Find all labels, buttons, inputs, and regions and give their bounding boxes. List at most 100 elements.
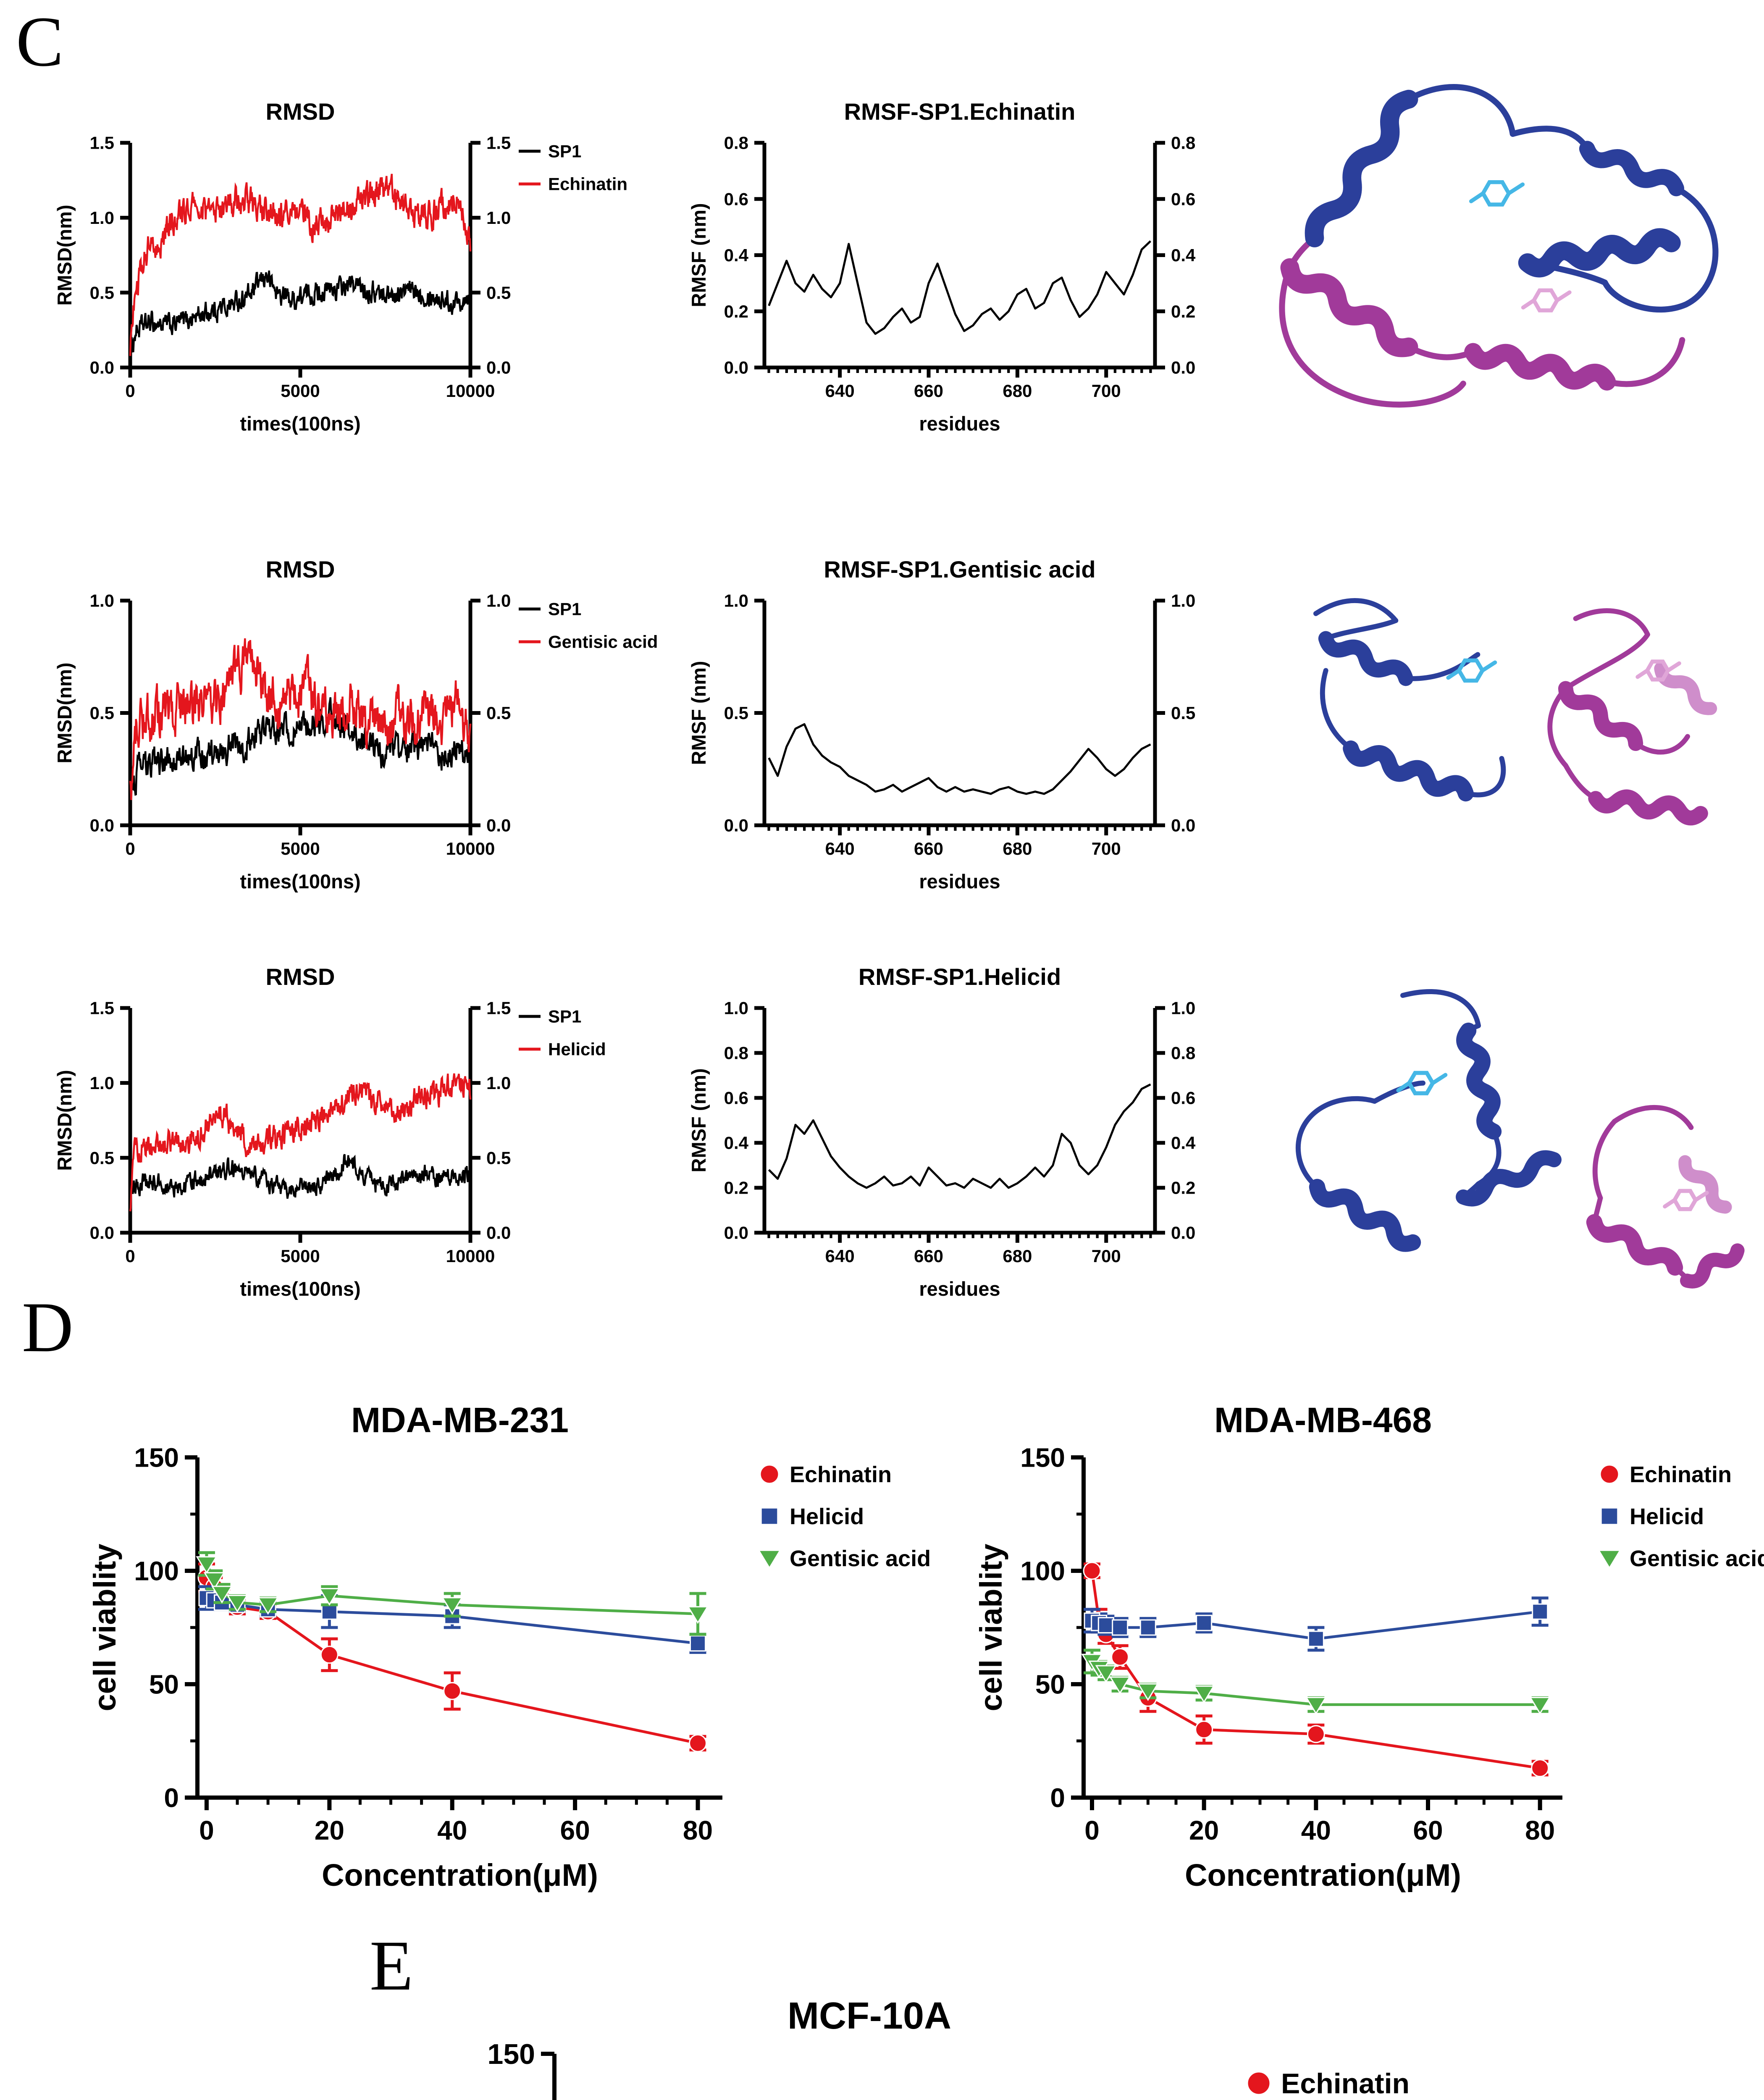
x-axis-label: Concentration(μM) xyxy=(1185,1858,1461,1893)
svg-text:100: 100 xyxy=(134,1556,179,1586)
rmsf-sp1-echinatin-chart: RMSF-SP1.Echinatin 0.0 0.0 0.2 0.2 0.4 0.4 0.6 0… xyxy=(672,80,1205,458)
svg-text:0.8: 0.8 xyxy=(1171,1043,1195,1063)
mda-mb-231-chart: MDA-MB-231 0 50 100 150 0 20 40 60 80 Concentratio… xyxy=(84,1386,958,1915)
legend: SP1 Echinatin xyxy=(519,142,627,194)
rmsd-sp1-gentisic-svg: RMSD 0.0 0.0 0.5 0.5 1.0 1.0 0 5000 10000 times(10… xyxy=(53,556,658,892)
svg-text:1.0: 1.0 xyxy=(1171,591,1195,611)
svg-text:60: 60 xyxy=(560,1815,590,1845)
chart-title: RMSD xyxy=(266,963,335,990)
svg-text:0.0: 0.0 xyxy=(1171,816,1195,835)
svg-text:1.0: 1.0 xyxy=(486,591,511,611)
svg-text:150: 150 xyxy=(1020,1442,1065,1473)
rmsd-sp1-echinatin-svg: RMSD 0.0 0.0 0.5 0.5 1.0 1.0 1.5 1.5 0 5000 10000 ti… xyxy=(53,98,627,435)
svg-text:Helicid: Helicid xyxy=(790,1504,864,1529)
svg-text:0.4: 0.4 xyxy=(724,245,749,265)
svg-text:0.0: 0.0 xyxy=(724,358,748,378)
svg-text:5000: 5000 xyxy=(281,839,320,858)
series-SP1 xyxy=(129,270,471,365)
svg-text:680: 680 xyxy=(1003,839,1032,858)
rmsf-sp1-gentisic-chart: RMSF-SP1.Gentisic acid 0.0 0.0 0.5 0.5 1.0 1.0… xyxy=(672,538,1205,916)
svg-text:680: 680 xyxy=(1003,1246,1032,1266)
svg-text:150: 150 xyxy=(488,2038,535,2070)
svg-text:80: 80 xyxy=(683,1815,713,1845)
y-axis-label: RMSF (nm) xyxy=(688,661,710,765)
svg-text:0.5: 0.5 xyxy=(486,1148,511,1168)
svg-text:10000: 10000 xyxy=(446,839,495,858)
svg-text:Echinatin: Echinatin xyxy=(548,174,627,194)
svg-text:0.0: 0.0 xyxy=(90,1223,114,1243)
svg-text:0.4: 0.4 xyxy=(1171,245,1196,265)
rmsd-sp1-echinatin-chart: RMSD 0.0 0.0 0.5 0.5 1.0 1.0 1.5 1.5 0 5000 10000 ti… xyxy=(46,80,659,458)
chart-title: RMSD xyxy=(266,556,335,583)
x-axis-label: times(100ns) xyxy=(240,412,360,435)
svg-text:1.0: 1.0 xyxy=(724,998,748,1018)
svg-text:Gentisic acid: Gentisic acid xyxy=(790,1546,931,1571)
svg-text:0.6: 0.6 xyxy=(1171,189,1195,209)
svg-text:0.5: 0.5 xyxy=(90,703,114,723)
rmsf-sp1-echinatin-svg: RMSF-SP1.Echinatin 0.0 0.0 0.2 0.2 0.4 0.4 0.6 0… xyxy=(688,98,1196,435)
mcf-10a-chart: MCF-10A0501001500.00.51.01.52.0log(conce… xyxy=(420,1974,1638,2100)
svg-text:50: 50 xyxy=(149,1669,179,1699)
chart-title: RMSD xyxy=(266,98,335,125)
series-SP1 xyxy=(129,697,472,803)
svg-text:0.0: 0.0 xyxy=(1171,1223,1195,1243)
legend: Echinatin Helicid Gentisic acid xyxy=(1598,1462,1764,1571)
series-RMSF xyxy=(768,1083,1151,1189)
svg-text:0.5: 0.5 xyxy=(486,703,511,723)
svg-text:640: 640 xyxy=(825,839,855,858)
svg-text:Echinatin: Echinatin xyxy=(790,1462,892,1487)
rmsf-sp1-helicid-chart: RMSF-SP1.Helicid 0.0 0.0 0.2 0.2 0.4 0.4 0.6 0.6… xyxy=(672,945,1205,1323)
svg-text:Echinatin: Echinatin xyxy=(1281,2068,1410,2100)
svg-text:50: 50 xyxy=(1035,1669,1065,1699)
chart-title: MDA-MB-468 xyxy=(1214,1400,1432,1440)
chart-title: MDA-MB-231 xyxy=(351,1400,569,1440)
x-axis-label: times(100ns) xyxy=(240,1278,360,1300)
svg-text:0.4: 0.4 xyxy=(724,1133,749,1153)
series-RMSF xyxy=(768,723,1151,795)
svg-text:0.2: 0.2 xyxy=(1171,1178,1195,1198)
svg-text:0.5: 0.5 xyxy=(1171,703,1195,723)
series-RMSF xyxy=(768,240,1152,335)
y-axis-label: cell viablity xyxy=(87,1544,122,1712)
rmsd-sp1-helicid-chart: RMSD 0.0 0.0 0.5 0.5 1.0 1.0 1.5 1.5 0 5000 10000 ti… xyxy=(46,945,659,1323)
svg-text:0.2: 0.2 xyxy=(724,1178,748,1198)
series-Echinatin xyxy=(129,173,472,356)
svg-text:1.0: 1.0 xyxy=(90,1073,114,1093)
svg-text:640: 640 xyxy=(825,1246,855,1266)
svg-text:0.8: 0.8 xyxy=(724,1043,748,1063)
svg-text:0.0: 0.0 xyxy=(486,1223,511,1243)
svg-text:0: 0 xyxy=(1084,1815,1100,1845)
svg-text:680: 680 xyxy=(1003,381,1032,401)
y-axis-label: RMSF (nm) xyxy=(688,1068,710,1172)
rmsd-sp1-gentisic-chart: RMSD 0.0 0.0 0.5 0.5 1.0 1.0 0 5000 10000 times(10… xyxy=(46,538,659,916)
series-SP1 xyxy=(129,1154,472,1199)
svg-text:SP1: SP1 xyxy=(548,1007,581,1026)
x-axis-label: times(100ns) xyxy=(240,870,360,892)
svg-text:0.5: 0.5 xyxy=(724,703,748,723)
rmsf-sp1-helicid-svg: RMSF-SP1.Helicid 0.0 0.0 0.2 0.2 0.4 0.4 0.6 0.6… xyxy=(688,963,1196,1300)
svg-text:20: 20 xyxy=(315,1815,344,1845)
svg-text:640: 640 xyxy=(825,381,855,401)
svg-text:700: 700 xyxy=(1092,381,1121,401)
rmsd-sp1-helicid-svg: RMSD 0.0 0.0 0.5 0.5 1.0 1.0 1.5 1.5 0 5000 10000 ti… xyxy=(53,963,606,1300)
svg-text:20: 20 xyxy=(1189,1815,1219,1845)
svg-text:10000: 10000 xyxy=(446,381,495,401)
mcf-10a-svg: MCF-10A0501001500.00.51.01.52.0log(conce… xyxy=(488,1995,1410,2100)
svg-text:0.0: 0.0 xyxy=(90,358,114,378)
svg-text:0: 0 xyxy=(125,839,135,858)
svg-text:0: 0 xyxy=(199,1815,214,1845)
svg-text:40: 40 xyxy=(437,1815,467,1845)
protein-structure-sp1-echinatin xyxy=(1260,55,1756,471)
svg-text:150: 150 xyxy=(134,1442,179,1473)
chart-title: RMSF-SP1.Gentisic acid xyxy=(824,556,1095,583)
svg-text:0.0: 0.0 xyxy=(90,816,114,835)
svg-text:0.6: 0.6 xyxy=(724,1088,748,1108)
x-axis-label: residues xyxy=(919,1278,1000,1300)
svg-text:660: 660 xyxy=(914,381,943,401)
svg-text:1.5: 1.5 xyxy=(486,998,511,1018)
svg-text:1.5: 1.5 xyxy=(90,998,114,1018)
svg-text:1.0: 1.0 xyxy=(486,208,511,228)
svg-text:0.0: 0.0 xyxy=(486,358,511,378)
svg-text:0: 0 xyxy=(125,381,135,401)
svg-text:Gentisic acid: Gentisic acid xyxy=(1630,1546,1764,1571)
